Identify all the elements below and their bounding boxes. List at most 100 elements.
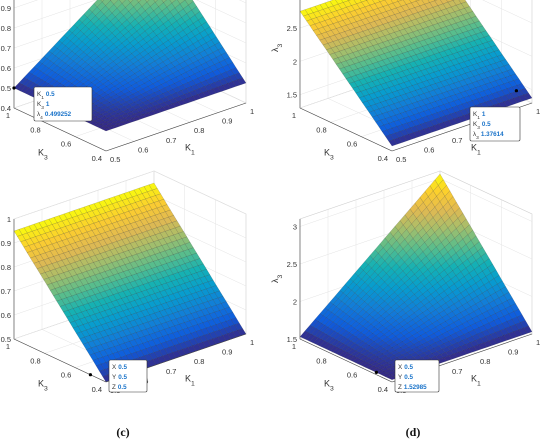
surface-mesh: [13, 0, 247, 132]
datatip-marker: [88, 373, 92, 377]
datatip: X 0.5Y 0.5Z 1.52985: [374, 359, 440, 393]
z-tick-label: 0.5: [1, 84, 11, 93]
datatip-value: 1: [482, 111, 486, 118]
z-tick-label: 2.5: [287, 24, 297, 33]
x-axis-label-main: K: [471, 143, 477, 153]
x-axis-line: [105, 102, 247, 152]
x-tick-label: 1: [536, 338, 540, 347]
y-axis-label-main: K: [324, 379, 330, 389]
datatip-marker: [12, 86, 16, 90]
z-tick-label: 0.7: [1, 287, 11, 296]
x-axis-label-main: K: [185, 143, 191, 153]
datatip-label-sub: 1: [477, 115, 480, 121]
surface-panel-b: 0.50.60.70.80.910.40.60.811.522.53K1K3λ3…: [270, 0, 540, 212]
x-tick-label: 0.7: [452, 136, 462, 145]
z-tick-label: 1: [7, 215, 11, 224]
datatip-value: 0.5: [482, 121, 491, 128]
y-axis-label-sub: 3: [44, 385, 48, 392]
x-axis-label-sub: 1: [191, 380, 195, 387]
z-tick-label: 2: [293, 57, 297, 66]
datatip-marker: [514, 89, 519, 93]
x-tick-label: 0.5: [110, 155, 120, 164]
datatip-row-label: K1 1: [473, 111, 486, 121]
datatip: X 0.5Y 0.5Z 0.5: [88, 359, 148, 393]
z-axis-label: λ3: [270, 44, 284, 53]
x-tick-label: 0.5: [396, 155, 406, 164]
datatip-box: [469, 106, 521, 142]
datatip-box: [33, 86, 93, 122]
y-axis-line: [299, 107, 393, 152]
y-tick-label: 0.8: [316, 356, 326, 365]
datatip-row-label: Z 1.52985: [398, 384, 427, 391]
x-tick-label: 0.9: [222, 348, 232, 357]
z-axis-label-main: λ: [270, 47, 280, 52]
datatip-row-label: λ3 1.37614: [473, 131, 504, 141]
datatip: K1 0.5K3 1λ4 0.499252: [12, 86, 93, 122]
z-tick-label: 0.8: [1, 263, 11, 272]
x-tick-label: 1: [250, 107, 254, 116]
y-axis-label: K3: [324, 379, 334, 393]
datatip-value: 0.5: [404, 364, 413, 371]
x-tick-label: 0.6: [424, 145, 434, 154]
x-axis-label: K1: [471, 374, 481, 388]
surface-patch: [153, 0, 159, 3]
x-tick-label: 0.9: [222, 117, 232, 126]
x-tick-label: 0.8: [194, 357, 204, 366]
z-tick-label: 0.6: [1, 311, 11, 320]
datatip-row-label: X 0.5: [112, 364, 127, 371]
datatip-label-sub: 3: [41, 105, 44, 111]
datatip-row-label: K3 0.5: [473, 121, 491, 131]
z-tick-label: 1.5: [287, 91, 297, 100]
x-axis-label: K1: [185, 143, 195, 157]
z-tick-label: 0.5: [1, 335, 11, 344]
x-axis-label: K1: [471, 143, 481, 157]
x-axis-label: K1: [185, 374, 195, 388]
datatip-label-main: λ: [473, 131, 477, 138]
x-axis-label-main: K: [471, 374, 477, 384]
datatip-row-label: λ4 0.499252: [37, 111, 72, 121]
datatip-value: 1.37614: [481, 131, 504, 138]
datatip-label-main: X: [398, 364, 403, 371]
datatip-label-main: Z: [112, 384, 116, 391]
datatip-row-label: K1 0.5: [37, 91, 55, 101]
datatip-value: 1.52985: [404, 384, 427, 391]
datatip-row-label: Y 0.5: [398, 374, 413, 381]
datatip-label-main: K: [473, 111, 478, 118]
datatip-row-label: X 0.5: [398, 364, 413, 371]
z-tick-label: 0.9: [1, 4, 11, 13]
z-axis-label-sub: 3: [277, 275, 284, 279]
y-axis-label-sub: 3: [330, 154, 334, 161]
y-tick-label: 0.4: [378, 385, 388, 394]
x-tick-label: 1: [250, 338, 254, 347]
y-tick-label: 0.4: [92, 385, 102, 394]
datatip-label-main: Y: [112, 374, 117, 381]
datatip-label-main: X: [112, 364, 117, 371]
surface-mesh: [13, 182, 247, 383]
datatip-row-label: Z 0.5: [112, 384, 127, 391]
z-tick-label: 3: [293, 223, 297, 232]
y-axis-label-main: K: [38, 379, 44, 389]
x-tick-label: 0.8: [480, 357, 490, 366]
x-tick-label: 0.7: [166, 367, 176, 376]
x-tick-label: 0.7: [452, 367, 462, 376]
x-tick-label: 0.8: [194, 126, 204, 135]
datatip-value: 0.5: [404, 374, 413, 381]
surface-patch: [128, 0, 134, 3]
z-axis-label: λ3: [270, 275, 284, 284]
y-axis-label: K3: [324, 148, 334, 162]
datatip-label-sub: 3: [476, 135, 479, 141]
y-tick-label: 0.8: [316, 125, 326, 134]
panel-caption: (c): [116, 425, 129, 439]
y-tick-label: 1: [292, 342, 296, 351]
y-tick-label: 1: [292, 111, 296, 120]
y-axis-label-main: K: [38, 148, 44, 158]
surface-patch: [136, 0, 142, 3]
datatip-label-sub: 4: [40, 115, 43, 121]
x-tick-label: 0.9: [508, 348, 518, 357]
datatip-marker: [374, 370, 378, 374]
x-tick-label: 1: [536, 107, 540, 116]
y-axis-line: [299, 338, 393, 383]
z-axis-label-main: λ: [270, 278, 280, 283]
x-axis-label-sub: 1: [477, 149, 481, 156]
